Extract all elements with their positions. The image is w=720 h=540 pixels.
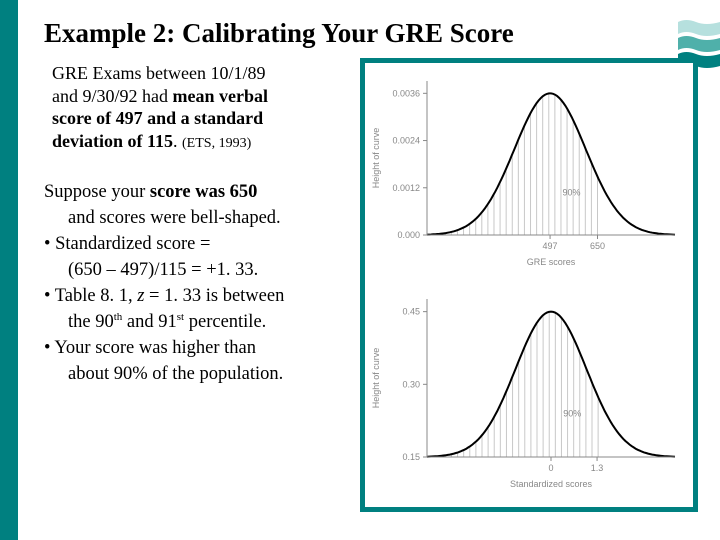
svg-text:0.30: 0.30 [402,379,420,389]
intro-bold: score of 497 and a standard [52,108,263,128]
svg-text:650: 650 [590,241,605,251]
intro-bold: deviation of 115 [52,131,173,151]
svg-text:0.000: 0.000 [397,230,420,240]
intro-text: and 9/30/92 had [52,86,172,106]
bullet-line: • Standardized score = [44,232,354,256]
body-line: (650 – 497)/115 = +1. 33. [44,258,354,282]
body-line: about 90% of the population. [44,362,354,386]
svg-text:1.3: 1.3 [591,463,604,473]
standardized-score-chart: 0.45 0.30 0.15 0 1.3 90% Standardized scores He… [365,287,693,501]
body-line: Suppose your score was 650 [44,180,354,204]
charts-panel: 0.0036 0.0024 0.0012 0.000 497 650 90% GRE scor… [360,58,698,512]
body-content: Suppose your score was 650 and scores we… [44,180,354,389]
svg-text:GRE scores: GRE scores [527,257,576,267]
body-text: • Table 8. 1, [44,286,137,306]
svg-text:90%: 90% [562,187,580,197]
citation: (ETS, 1993) [182,136,251,151]
intro-text: . [173,131,182,151]
body-bold: score was 650 [150,182,258,202]
body-text: and 91 [122,312,176,332]
intro-text: GRE Exams between 10/1/89 [52,63,265,83]
svg-text:Height of curve: Height of curve [371,128,381,189]
superscript: th [114,311,123,323]
left-accent-bar [0,0,18,540]
slide-title: Example 2: Calibrating Your GRE Score [44,18,514,49]
svg-text:Standardized scores: Standardized scores [510,479,593,489]
svg-text:Height of curve: Height of curve [371,348,381,409]
svg-text:0.15: 0.15 [402,452,420,462]
svg-text:0.0036: 0.0036 [392,88,420,98]
svg-text:0.45: 0.45 [402,307,420,317]
body-text: Suppose your [44,182,150,202]
svg-text:0.0024: 0.0024 [392,136,420,146]
gre-score-chart: 0.0036 0.0024 0.0012 0.000 497 650 90% GRE scor… [365,69,693,279]
superscript: st [177,311,184,323]
svg-text:90%: 90% [563,408,581,418]
svg-text:0.0012: 0.0012 [392,183,420,193]
body-line: the 90th and 91st percentile. [44,310,354,334]
body-text: the 90 [68,312,114,332]
body-text: percentile. [184,312,266,332]
intro-paragraph: GRE Exams between 10/1/89 and 9/30/92 ha… [52,62,342,152]
bullet-line: • Table 8. 1, z = 1. 33 is between [44,284,354,308]
body-line: and scores were bell-shaped. [44,206,354,230]
svg-text:0: 0 [548,463,553,473]
svg-text:497: 497 [543,241,558,251]
intro-bold: mean verbal [172,86,267,106]
body-text: = 1. 33 is between [144,286,284,306]
bullet-line: • Your score was higher than [44,336,354,360]
